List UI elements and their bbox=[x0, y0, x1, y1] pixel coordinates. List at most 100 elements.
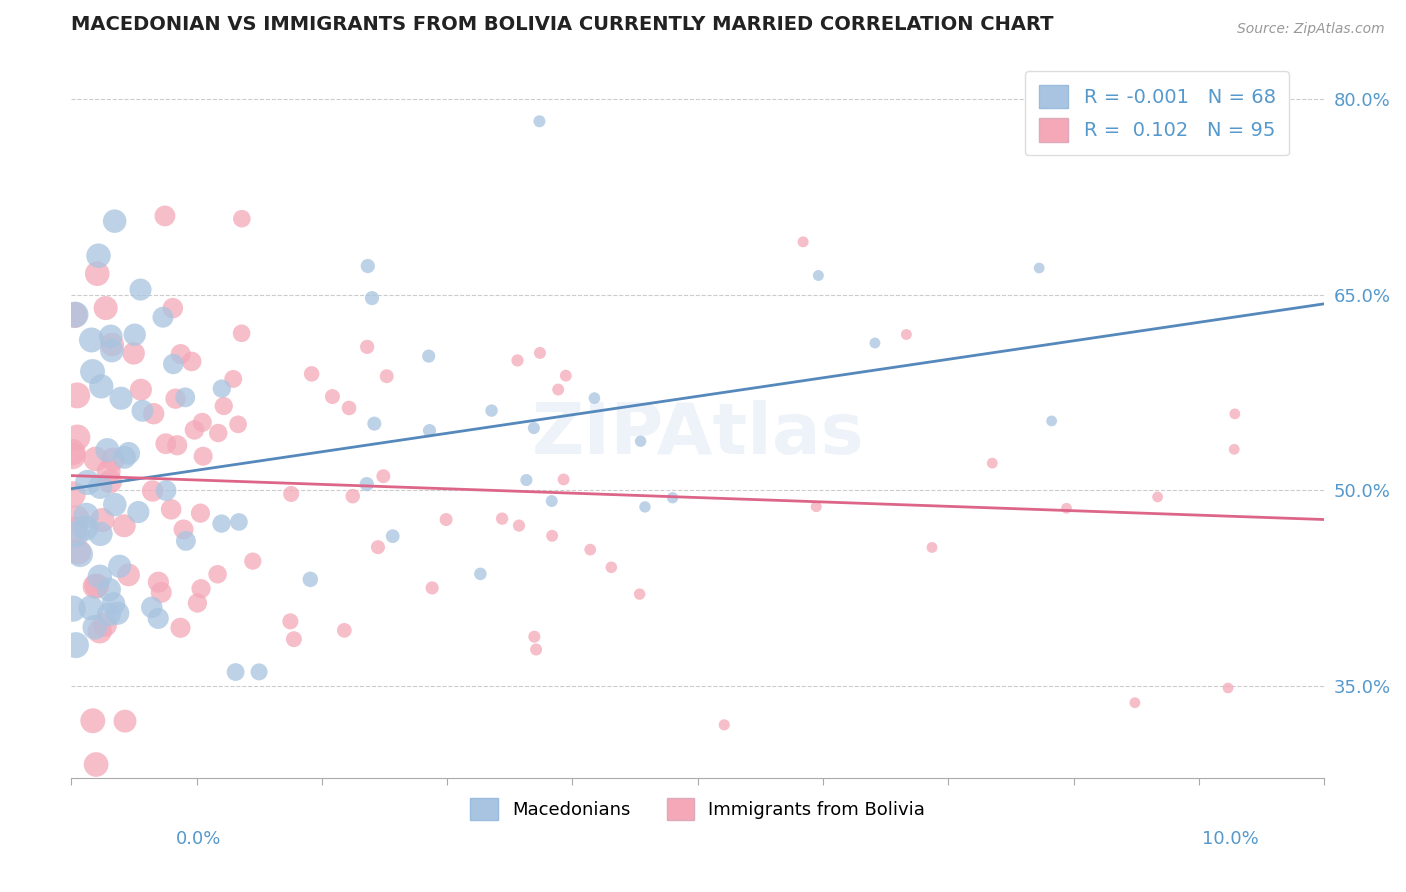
Text: MACEDONIAN VS IMMIGRANTS FROM BOLIVIA CURRENTLY MARRIED CORRELATION CHART: MACEDONIAN VS IMMIGRANTS FROM BOLIVIA CU… bbox=[72, 15, 1053, 34]
Point bbox=[162, 301, 184, 315]
Point bbox=[114, 450, 136, 465]
Point bbox=[506, 353, 529, 368]
Point bbox=[356, 477, 378, 491]
Point bbox=[148, 611, 170, 625]
Point bbox=[62, 487, 84, 501]
Point bbox=[174, 533, 197, 548]
Point bbox=[174, 390, 197, 404]
Point bbox=[112, 518, 135, 533]
Point bbox=[69, 547, 91, 561]
Point bbox=[173, 522, 195, 536]
Point bbox=[247, 665, 270, 679]
Point bbox=[356, 340, 378, 354]
Point bbox=[80, 333, 103, 347]
Point bbox=[96, 443, 118, 458]
Point bbox=[231, 211, 253, 226]
Point bbox=[98, 582, 121, 597]
Point bbox=[142, 483, 165, 498]
Point bbox=[155, 436, 177, 450]
Point bbox=[337, 401, 360, 415]
Point bbox=[84, 451, 107, 466]
Point bbox=[373, 469, 395, 483]
Point bbox=[166, 438, 188, 452]
Point bbox=[76, 475, 98, 490]
Point bbox=[107, 606, 129, 620]
Point bbox=[63, 523, 86, 537]
Point bbox=[630, 434, 652, 449]
Point bbox=[89, 527, 111, 541]
Point bbox=[529, 114, 551, 128]
Point bbox=[97, 464, 120, 478]
Point bbox=[150, 585, 173, 599]
Point bbox=[129, 283, 152, 297]
Point bbox=[381, 529, 404, 543]
Text: 0.0%: 0.0% bbox=[176, 830, 221, 847]
Point bbox=[420, 581, 443, 595]
Point bbox=[301, 367, 323, 381]
Point bbox=[153, 209, 176, 223]
Point bbox=[207, 425, 229, 440]
Point bbox=[1040, 414, 1063, 428]
Point bbox=[183, 423, 205, 437]
Point bbox=[124, 327, 146, 342]
Point bbox=[418, 424, 440, 438]
Point bbox=[363, 417, 385, 431]
Point bbox=[180, 354, 202, 368]
Point bbox=[434, 512, 457, 526]
Point bbox=[98, 475, 121, 489]
Point bbox=[508, 518, 530, 533]
Point bbox=[212, 399, 235, 413]
Point bbox=[280, 487, 302, 501]
Point bbox=[1146, 490, 1168, 504]
Point bbox=[367, 540, 389, 554]
Point bbox=[357, 259, 380, 273]
Point bbox=[321, 390, 343, 404]
Point bbox=[117, 568, 139, 582]
Point bbox=[142, 407, 165, 421]
Point bbox=[921, 541, 943, 555]
Point bbox=[1056, 501, 1078, 516]
Point bbox=[89, 480, 111, 494]
Point bbox=[84, 757, 107, 772]
Point bbox=[583, 391, 606, 405]
Point bbox=[104, 214, 127, 228]
Point bbox=[190, 582, 212, 596]
Point bbox=[553, 472, 575, 486]
Point bbox=[299, 573, 322, 587]
Point bbox=[713, 718, 735, 732]
Text: 10.0%: 10.0% bbox=[1202, 830, 1258, 847]
Point bbox=[148, 575, 170, 590]
Point bbox=[418, 349, 440, 363]
Point bbox=[186, 596, 208, 610]
Point bbox=[160, 502, 183, 516]
Point bbox=[792, 235, 814, 249]
Point bbox=[863, 336, 886, 351]
Point bbox=[169, 621, 191, 635]
Point bbox=[80, 600, 103, 615]
Point bbox=[211, 382, 233, 396]
Point bbox=[129, 383, 152, 397]
Point bbox=[86, 267, 108, 281]
Point bbox=[65, 308, 87, 322]
Point bbox=[118, 446, 141, 460]
Point bbox=[1223, 442, 1246, 457]
Point bbox=[896, 327, 918, 342]
Point bbox=[87, 249, 110, 263]
Point bbox=[65, 526, 87, 541]
Point bbox=[67, 545, 90, 559]
Point bbox=[579, 542, 602, 557]
Point bbox=[1028, 260, 1050, 275]
Point bbox=[65, 511, 87, 525]
Point bbox=[170, 347, 193, 361]
Point bbox=[1223, 407, 1246, 421]
Point bbox=[806, 500, 828, 514]
Point bbox=[82, 365, 104, 379]
Point bbox=[152, 310, 174, 325]
Point bbox=[470, 566, 492, 581]
Point bbox=[540, 494, 562, 508]
Point bbox=[66, 388, 89, 402]
Point bbox=[375, 369, 398, 384]
Point bbox=[110, 391, 132, 405]
Legend: Macedonians, Immigrants from Bolivia: Macedonians, Immigrants from Bolivia bbox=[463, 790, 932, 827]
Point bbox=[191, 449, 214, 463]
